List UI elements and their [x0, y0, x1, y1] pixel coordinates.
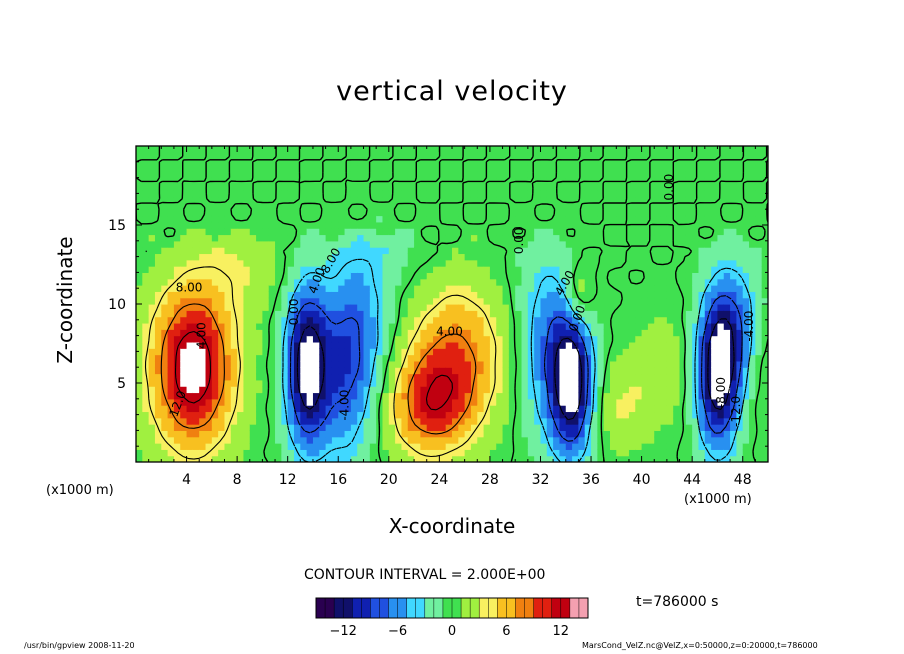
colorbar-tick-label: 6 [502, 624, 510, 639]
contour-label: 4.00 [436, 325, 463, 339]
colorbar-tick-label: −6 [388, 624, 407, 639]
x-tick-label: 48 [734, 472, 752, 488]
colorbar-frame [315, 597, 589, 619]
footer-left: /usr/bin/gpview 2008-11-20 [24, 641, 135, 650]
y-tick-label: 15 [108, 218, 126, 234]
colorbar-segment [551, 598, 571, 618]
colorbar-segment [461, 598, 480, 618]
contour-level [160, 303, 477, 435]
x-tick-label: 8 [233, 472, 242, 488]
contour-label: 4.00 [195, 322, 209, 349]
contour-label: -4.00 [742, 311, 756, 342]
chart-title: vertical velocity [336, 76, 568, 107]
x-unit-label-right: (x1000 m) [684, 492, 752, 507]
colorbar: −12 −6 0 6 12 [315, 597, 589, 639]
x-tick-label: 12 [279, 472, 297, 488]
colorbar-segment [497, 598, 516, 618]
contour-label: -8.00 [714, 377, 728, 408]
colorbar-tick-label: 12 [553, 624, 570, 639]
colorbar-tick-label: −12 [329, 624, 356, 639]
colorbar-tick-label: 0 [448, 624, 456, 639]
contour-level [282, 258, 753, 462]
contour-interval: CONTOUR INTERVAL = 2.000E+00 [304, 567, 546, 583]
contour-label: -4.00 [337, 390, 351, 421]
contour-label: -12.0 [729, 396, 743, 427]
y-tick-label: 10 [108, 297, 126, 313]
x-axis-label-text: X-coordinate [388, 514, 516, 538]
x-tick-label: 44 [683, 472, 701, 488]
x-unit-label-left: (x1000 m) [46, 483, 114, 498]
x-tick-label: 24 [430, 472, 448, 488]
y-tick-label: 5 [117, 376, 126, 392]
y-axis-label: Z-coordinate [53, 236, 77, 364]
contour-label: 0.00 [662, 174, 676, 201]
x-axis-label: X-coordinate [0, 514, 904, 538]
x-tick-label: 40 [633, 472, 651, 488]
x-tick-label: 28 [481, 472, 499, 488]
contour-level [174, 330, 453, 411]
footer-right: MarsCond_VelZ.nc@VelZ,x=0:50000,z=0:2000… [582, 641, 818, 650]
contour-level [136, 146, 768, 462]
time-label: t=786000 s [636, 594, 719, 610]
contour-label: 0.00 [287, 299, 301, 326]
x-tick-label: 4 [182, 472, 191, 488]
x-tick-label: 32 [532, 472, 550, 488]
x-tick-label: 20 [380, 472, 398, 488]
x-tick-label: 16 [329, 472, 347, 488]
x-tick-label: 36 [582, 472, 600, 488]
contour-level [296, 318, 735, 421]
contour-label: 0.00 [512, 227, 526, 254]
contour-label: 8.00 [176, 280, 203, 294]
contour-level [289, 295, 743, 442]
